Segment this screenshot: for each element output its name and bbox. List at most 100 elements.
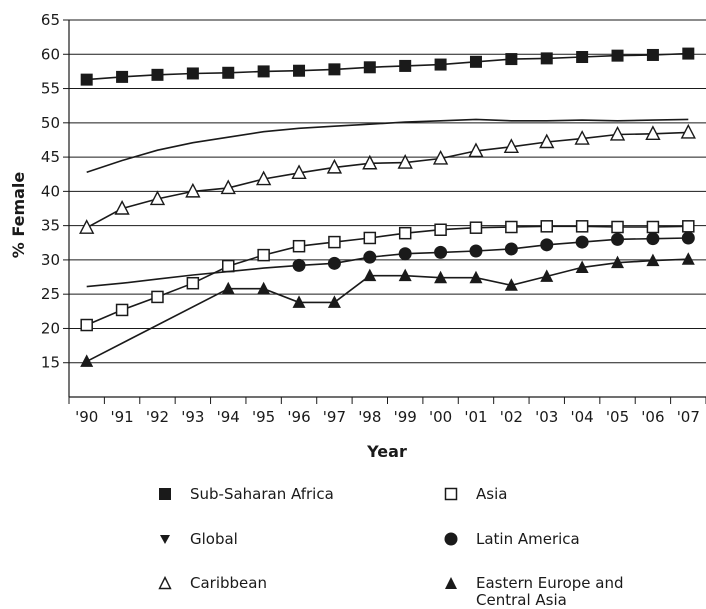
data-point [222, 66, 235, 79]
x-tick-label: '02 [500, 408, 523, 426]
data-point [221, 281, 235, 295]
data-point [222, 259, 235, 273]
data-point [681, 252, 695, 265]
y-axis-title: % Female [9, 172, 28, 259]
data-point [575, 220, 589, 233]
series-line [86, 118, 689, 173]
data-point [328, 63, 341, 76]
open-square-icon [444, 487, 458, 501]
data-point [469, 221, 483, 234]
y-tick-label: 60 [41, 45, 60, 63]
down-triangle-icon [160, 535, 170, 544]
data-point [574, 130, 590, 145]
data-point [114, 199, 130, 215]
filled-triangle-icon [445, 577, 457, 589]
data-point [434, 58, 447, 71]
data-point [79, 219, 95, 234]
filled-circle-icon [444, 532, 458, 546]
y-tick-label: 40 [41, 182, 60, 200]
series-group [79, 47, 696, 367]
series-latin-america [86, 231, 695, 288]
x-axis-title: Year [366, 442, 407, 461]
legend-item-global: Global [158, 531, 238, 548]
data-point [257, 281, 271, 295]
data-point [540, 238, 554, 252]
data-point [646, 48, 659, 61]
data-point [576, 51, 589, 64]
series-line [86, 258, 689, 363]
legend-label: Asia [476, 485, 508, 503]
y-tick-label: 25 [41, 285, 60, 303]
data-point [434, 245, 448, 259]
data-point [469, 244, 483, 258]
legend-item-asia: Asia [444, 486, 507, 503]
data-point [149, 190, 166, 206]
data-point [398, 268, 412, 282]
y-tick-label: 20 [41, 319, 60, 337]
data-point [646, 253, 660, 267]
data-point [611, 220, 624, 234]
series-asia [80, 220, 695, 332]
data-point [80, 354, 94, 367]
data-point [115, 303, 129, 317]
data-point [186, 67, 199, 80]
data-point [327, 295, 341, 308]
data-point [399, 59, 412, 72]
series-caribbean [79, 123, 696, 234]
data-point [255, 170, 272, 186]
legend-label: Caribbean [190, 574, 267, 592]
x-tick-labels: '90 '91 '92 '93 '94 '95 '96 '97 '98 '99 '00 '01 '02 '… [75, 408, 700, 426]
data-point [540, 269, 554, 282]
legend-label: Sub-Saharan Africa [190, 485, 334, 503]
data-point [609, 125, 626, 141]
data-point [151, 290, 164, 304]
axes [63, 19, 706, 404]
data-point [398, 247, 412, 261]
data-point [505, 53, 518, 66]
data-point [362, 154, 378, 170]
x-tick-label: '01 [464, 408, 487, 426]
data-point [503, 138, 520, 154]
legend-label: Latin America [476, 530, 580, 548]
data-point [363, 268, 377, 282]
series-line [86, 131, 689, 229]
data-point [397, 154, 413, 169]
data-point [539, 133, 555, 149]
data-point [257, 248, 270, 262]
data-point [292, 295, 306, 308]
data-point [469, 55, 482, 68]
x-tick-label: '95 [252, 408, 275, 426]
x-tick-label: '00 [429, 408, 452, 426]
legend-item-latin-america: Latin America [444, 531, 580, 548]
x-tick-label: '05 [606, 408, 629, 426]
y-tick-label: 65 [41, 11, 60, 29]
y-tick-label: 50 [41, 114, 60, 132]
legend-item-sub-saharan-africa: Sub-Saharan Africa [158, 486, 334, 503]
data-point [434, 223, 447, 236]
data-point [186, 276, 200, 290]
data-point [540, 52, 553, 65]
legend-label: Eastern Europe and Central Asia [476, 574, 624, 609]
x-tick-label: '99 [394, 408, 417, 426]
data-point [116, 70, 129, 83]
legend-item-eastern-europe-central-asia: Eastern Europe and Central Asia [444, 575, 624, 609]
data-point [291, 164, 307, 180]
data-point [646, 232, 660, 246]
data-point [611, 232, 625, 246]
data-point [326, 158, 343, 174]
series-line [86, 52, 689, 81]
x-tick-label: '93 [181, 408, 204, 426]
x-tick-label: '97 [323, 408, 346, 426]
data-point [505, 220, 518, 234]
data-point [185, 182, 201, 198]
data-point [682, 220, 695, 233]
y-tick-label: 30 [41, 251, 60, 269]
data-point [682, 47, 695, 60]
data-point [398, 226, 412, 240]
data-point [292, 258, 306, 272]
data-point [432, 149, 449, 165]
data-point [151, 68, 164, 81]
series-sub-saharan-africa [80, 47, 695, 86]
data-point [575, 235, 589, 249]
